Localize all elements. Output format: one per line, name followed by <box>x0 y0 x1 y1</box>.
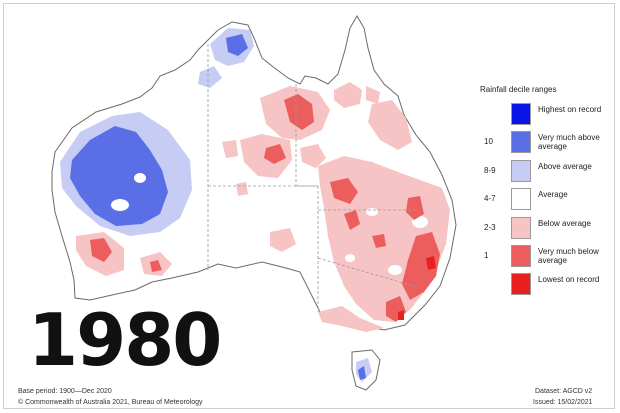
legend-swatch <box>511 273 531 295</box>
legend-item-highest: Highest on record <box>484 103 604 125</box>
base-period-note: Base period: 1900—Dec 2020 <box>18 388 112 395</box>
legend-item-below: 2-3 Below average <box>484 217 604 239</box>
dataset-note: Dataset: AGCD v2 <box>535 388 593 395</box>
legend-range: 10 <box>484 137 493 146</box>
legend-label: Lowest on record <box>538 275 600 284</box>
legend-swatch <box>511 131 531 153</box>
legend-item-above: 8-9 Above average <box>484 160 604 182</box>
image-frame <box>3 3 615 409</box>
legend-swatch <box>511 188 531 210</box>
legend-label: Below average <box>538 219 591 228</box>
legend-range: 2-3 <box>484 223 496 232</box>
legend-swatch <box>511 217 531 239</box>
legend-label: Very much above average <box>538 133 600 151</box>
legend-label: Average <box>538 190 568 199</box>
legend-swatch <box>511 103 531 125</box>
issued-date: Issued: 15/02/2021 <box>533 399 593 406</box>
legend-range: 1 <box>484 251 489 260</box>
copyright-note: © Commonwealth of Australia 2021, Bureau… <box>18 399 203 406</box>
legend-range: 8-9 <box>484 166 496 175</box>
legend-title: Rainfall decile ranges <box>480 85 557 94</box>
legend-label: Highest on record <box>538 105 602 114</box>
legend-range: 4-7 <box>484 194 496 203</box>
legend-swatch <box>511 245 531 267</box>
year-label: 1980 <box>28 298 222 382</box>
legend-item-very-much-below: 1 Very much below average <box>484 245 604 267</box>
state-borders <box>207 44 421 312</box>
lowest-on-record-regions <box>398 256 436 320</box>
very-much-below-average-regions <box>90 94 440 322</box>
legend-item-very-much-above: 10 Very much above average <box>484 131 604 153</box>
very-much-above-average-regions <box>70 34 366 380</box>
legend-label: Very much below average <box>538 247 599 265</box>
legend-swatch <box>511 160 531 182</box>
legend-item-average: 4-7 Average <box>484 188 604 210</box>
legend-label: Above average <box>538 162 592 171</box>
legend-item-lowest: Lowest on record <box>484 273 604 295</box>
